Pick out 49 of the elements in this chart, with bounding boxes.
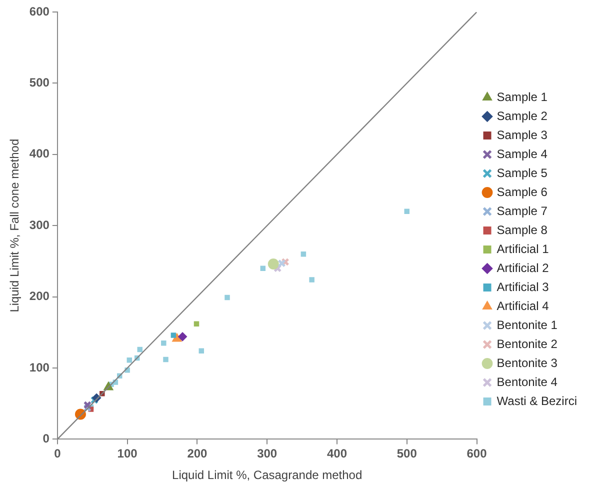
legend-label: Bentonite 3 xyxy=(496,356,558,370)
y-tick-label: 300 xyxy=(29,218,50,232)
legend-label: Sample 8 xyxy=(496,222,548,237)
point xyxy=(260,266,266,271)
x-tick-label: 200 xyxy=(187,446,208,461)
point xyxy=(278,259,286,268)
point xyxy=(161,340,166,346)
y-axis-title: Liquid Limit %, Fall cone method xyxy=(8,138,22,312)
legend-label: Sample 6 xyxy=(496,184,548,199)
x-tick-label: 600 xyxy=(466,446,488,461)
point xyxy=(198,348,204,354)
point xyxy=(137,346,143,352)
x-tick-label: 500 xyxy=(396,446,418,461)
legend-label: Sample 2 xyxy=(496,108,548,123)
legend-label: Wasti & Bezirci xyxy=(496,394,577,408)
point xyxy=(172,333,182,342)
point xyxy=(404,208,410,214)
x-tick-label: 400 xyxy=(326,446,348,461)
legend-label: Sample 3 xyxy=(496,128,548,142)
point xyxy=(194,321,200,326)
x-axis-title: Liquid Limit %, Casagrande method xyxy=(172,468,362,482)
legend-label: Artificial 4 xyxy=(496,298,550,313)
legend-label: Bentonite 2 xyxy=(496,336,558,351)
point xyxy=(309,277,314,282)
x-tick-label: 0 xyxy=(54,446,62,461)
y-tick-label: 400 xyxy=(29,146,50,161)
point xyxy=(300,251,306,257)
point xyxy=(224,294,230,300)
y-tick-label: 600 xyxy=(29,4,50,18)
legend-label: Artificial 2 xyxy=(496,260,550,275)
legend-label: Sample 5 xyxy=(496,166,548,180)
point xyxy=(268,258,279,270)
x-tick-label: 100 xyxy=(117,446,138,461)
y-tick-label: 0 xyxy=(42,432,50,446)
point xyxy=(163,356,168,362)
point xyxy=(170,332,176,338)
y-tick-label: 500 xyxy=(29,76,50,90)
legend-label: Artificial 1 xyxy=(496,242,550,256)
legend-label: Sample 7 xyxy=(496,204,548,218)
legend-label: Bentonite 4 xyxy=(496,374,558,389)
legend-label: Sample 1 xyxy=(496,90,548,104)
legend-label: Sample 4 xyxy=(496,146,548,161)
y-tick-label: 100 xyxy=(29,360,50,374)
y-tick-label: 200 xyxy=(29,289,50,304)
point xyxy=(126,358,132,363)
legend-label: Bentonite 1 xyxy=(496,318,558,332)
x-tick-label: 300 xyxy=(257,446,278,461)
legend-label: Artificial 3 xyxy=(496,280,550,294)
point xyxy=(178,332,188,342)
